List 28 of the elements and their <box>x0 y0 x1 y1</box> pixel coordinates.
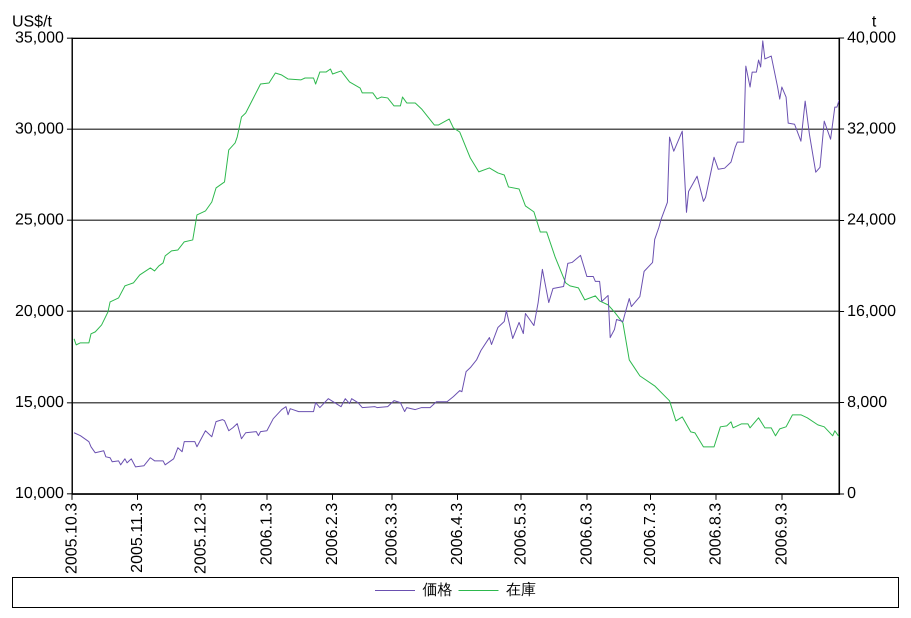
x-tick-label: 2006.8.3 <box>708 502 725 566</box>
x-tick-label: 2006.7.3 <box>642 502 659 566</box>
y2-tick-label: 16,000 <box>847 302 896 320</box>
y2-tick-label: 8,000 <box>847 394 888 412</box>
x-tick-label: 2006.9.3 <box>773 502 790 566</box>
x-tick-label: 2005.12.3 <box>192 502 210 574</box>
x-tick-label: 2006.5.3 <box>512 502 530 566</box>
x-tick-label: 2006.2.3 <box>324 502 341 566</box>
x-tick-label: 2006.1.3 <box>258 502 276 566</box>
y-tick-label: 20,000 <box>15 302 64 320</box>
y2-tick-label: 32,000 <box>847 120 896 138</box>
y2-tick-label: 24,000 <box>847 212 896 229</box>
y-tick-label: 30,000 <box>15 120 64 138</box>
x-tick-label: 2005.10.3 <box>63 502 80 574</box>
y-tick-label: 15,000 <box>15 394 64 412</box>
legend-label: 価格 <box>422 582 452 599</box>
y-tick-label: 10,000 <box>15 485 64 502</box>
y2-tick-label: 0 <box>847 485 856 502</box>
y2-axis-title: t <box>872 13 877 30</box>
y2-tick-label: 40,000 <box>847 29 896 46</box>
x-tick-label: 2006.3.3 <box>383 502 400 566</box>
y-tick-label: 35,000 <box>15 29 64 46</box>
legend-label: 在庫 <box>506 582 536 599</box>
x-tick-label: 2006.6.3 <box>578 502 596 566</box>
x-tick-label: 2006.4.3 <box>449 502 466 566</box>
y-tick-label: 25,000 <box>15 212 64 229</box>
y-axis-title: US$/t <box>12 13 52 30</box>
x-tick-label: 2005.11.3 <box>129 502 146 573</box>
